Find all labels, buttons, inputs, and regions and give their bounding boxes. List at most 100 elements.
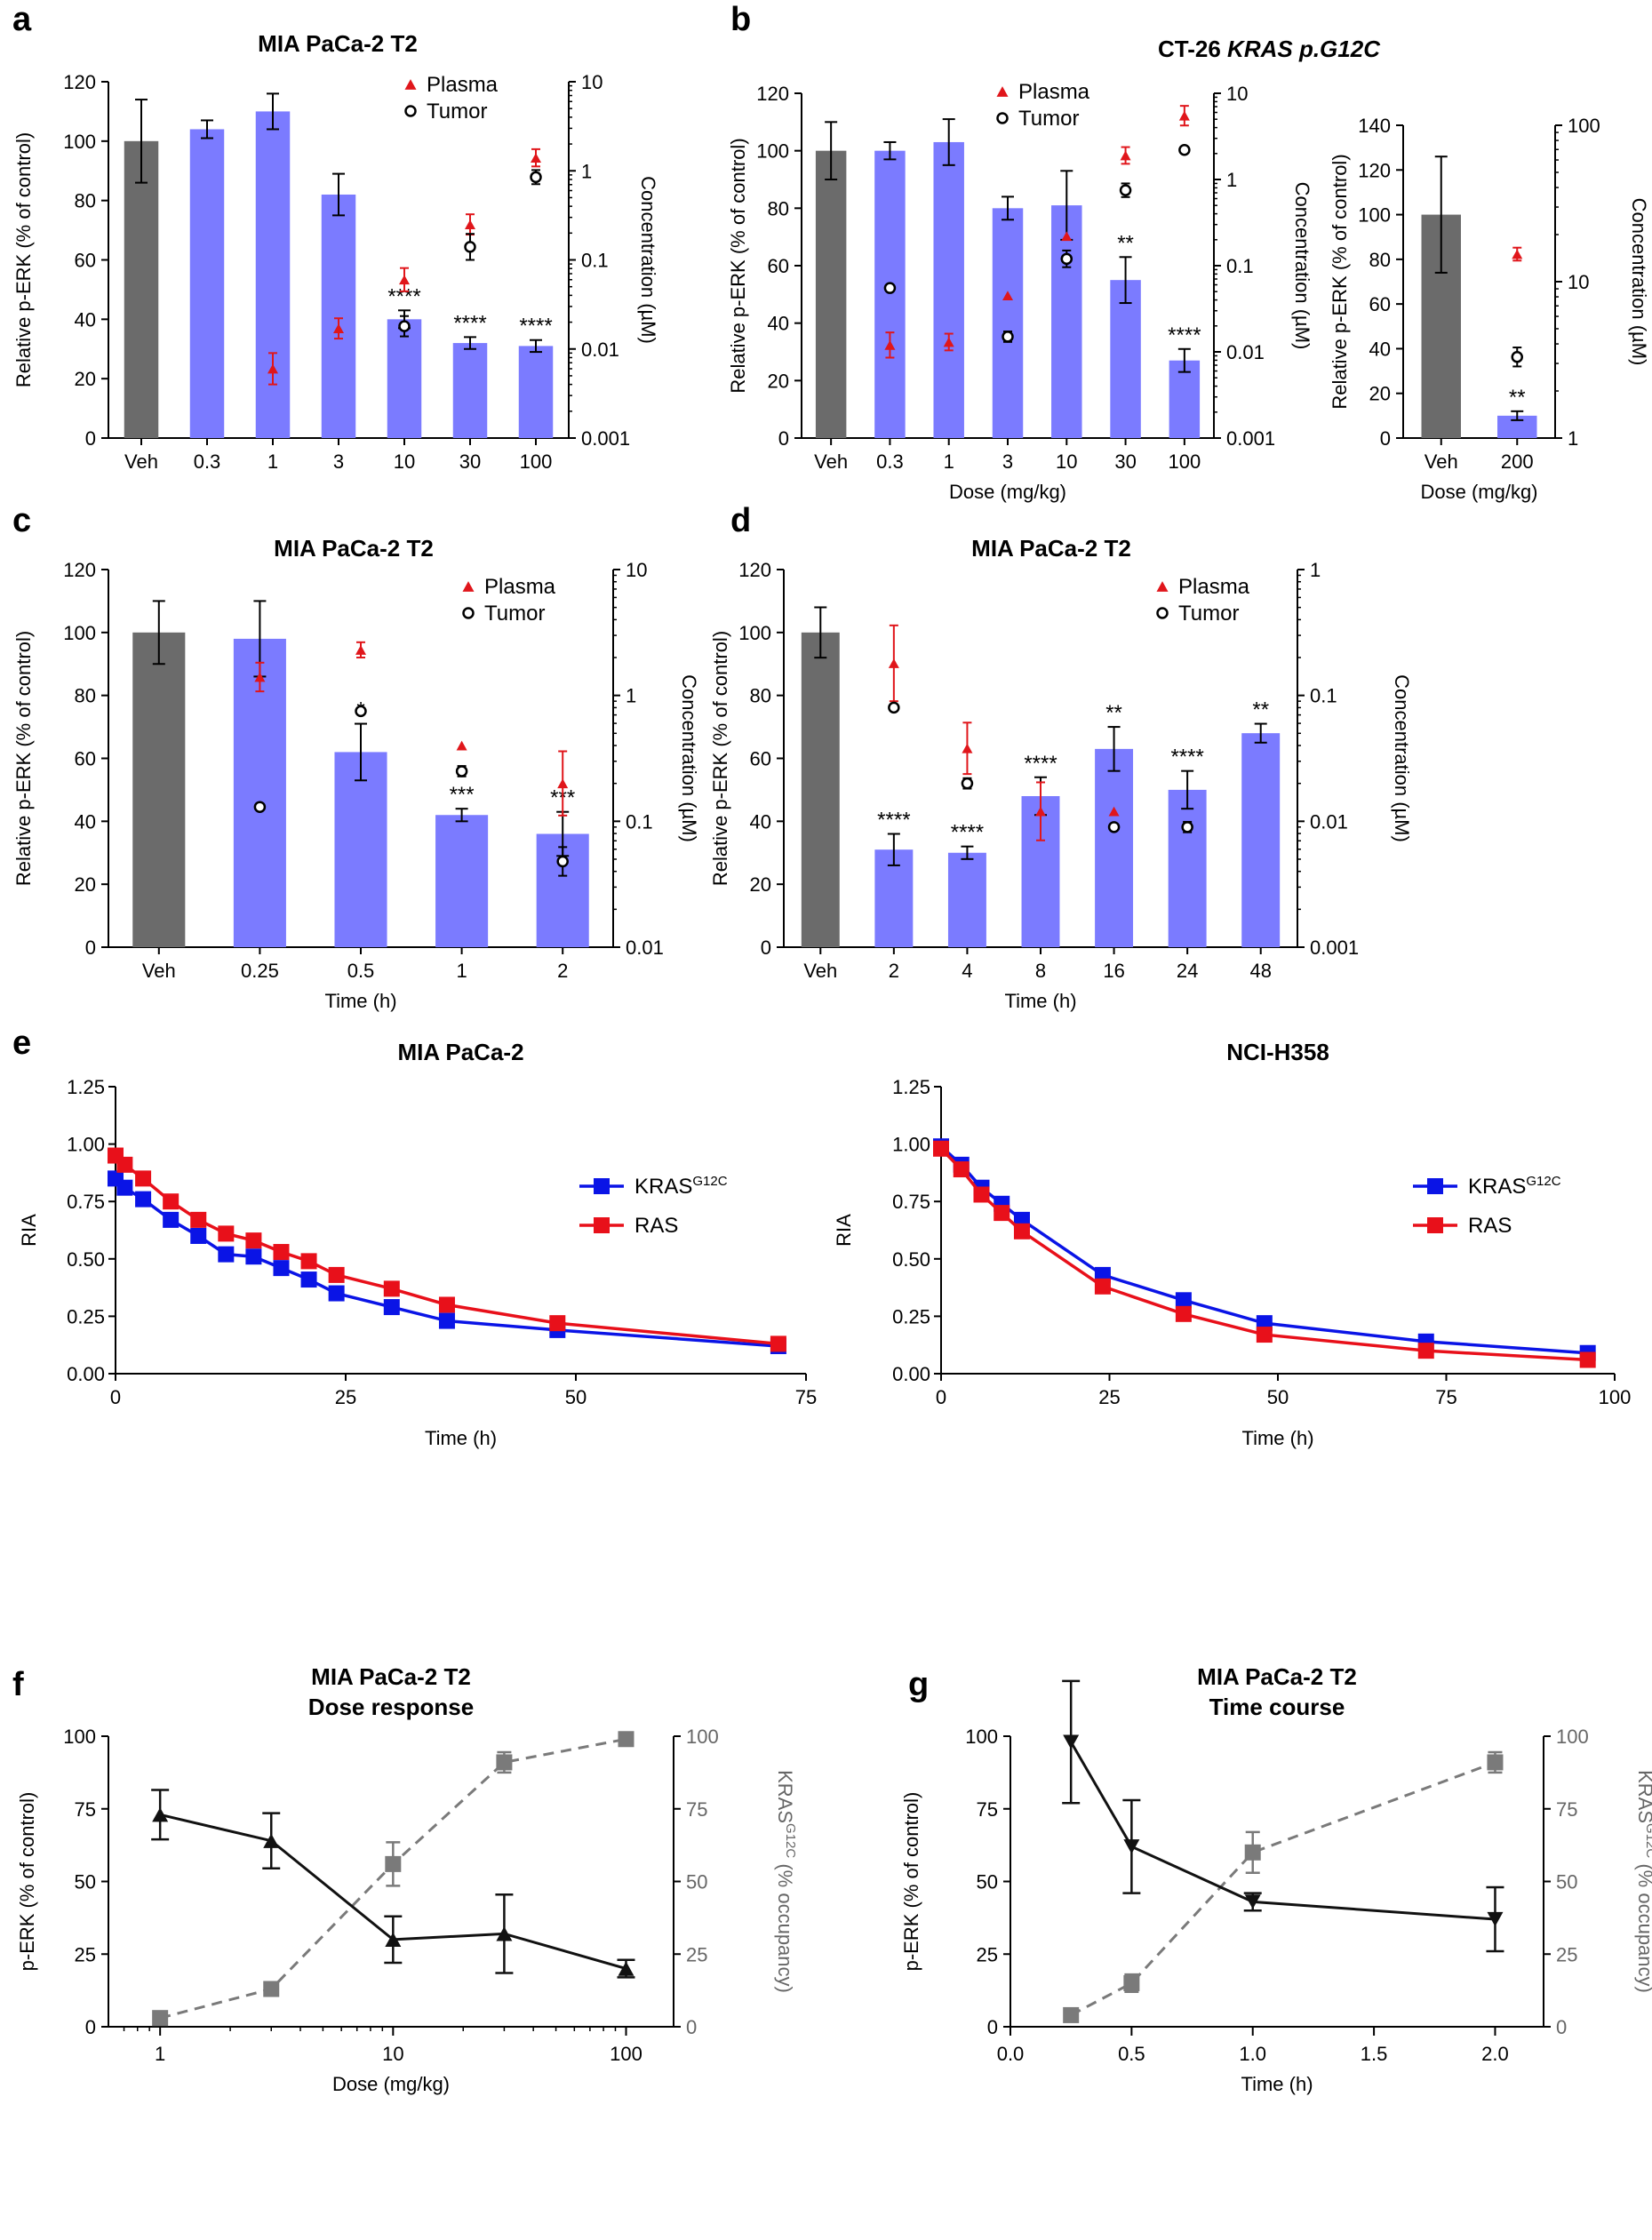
panel-d-significance: **** bbox=[1024, 752, 1057, 776]
panel-letter-e: e bbox=[12, 1024, 31, 1062]
panel-d-tumor-marker bbox=[961, 777, 974, 790]
panel-b1-ytick-label: 20 bbox=[768, 370, 789, 392]
panel-letter-b: b bbox=[730, 1, 751, 38]
panel-b2-y2tick-label: 100 bbox=[1568, 115, 1600, 137]
panel-g-y2tick-label: 50 bbox=[1556, 1871, 1577, 1893]
panel-f-y2tick-label: 0 bbox=[686, 2016, 697, 2038]
panel-g-perk-marker bbox=[1123, 1839, 1140, 1854]
panel-a-ytick-label: 0 bbox=[85, 427, 96, 450]
panel-e2-series-marker-1 bbox=[1175, 1305, 1192, 1322]
panel-b1-plasma-marker bbox=[1178, 110, 1190, 121]
panel-d-xlabel: Time (h) bbox=[1004, 990, 1076, 1012]
panel-a-tumor-marker bbox=[530, 171, 542, 184]
panel-g-xtick-label: 0.5 bbox=[1118, 2043, 1145, 2065]
panel-d-bar bbox=[1095, 748, 1134, 947]
panel-a-bar bbox=[518, 346, 554, 438]
panel-g-perk-marker bbox=[1244, 1894, 1261, 1909]
panel-a-plasma-marker bbox=[267, 363, 278, 374]
panel-e2-series-marker-1 bbox=[953, 1161, 970, 1178]
panel-g-xtick-label: 1.0 bbox=[1239, 2043, 1266, 2065]
panel-b1-xtick-label: 3 bbox=[1002, 450, 1013, 473]
panel-d-ytick-label: 0 bbox=[761, 937, 771, 959]
panel-e1-xtick-label: 25 bbox=[335, 1386, 356, 1408]
panel-d-ytick-label: 120 bbox=[738, 559, 771, 581]
panel-a-legend-tumor: Tumor bbox=[427, 100, 487, 124]
panel-b1-ytick-label: 100 bbox=[756, 140, 789, 163]
panel-e2-xtick-label: 100 bbox=[1599, 1386, 1632, 1408]
panel-f-xtick-label: 100 bbox=[610, 2043, 642, 2065]
panel-d-bar bbox=[1168, 789, 1207, 947]
panel-f-xlabel: Dose (mg/kg) bbox=[332, 2073, 450, 2095]
panel-b2-ytick-label: 120 bbox=[1358, 159, 1391, 181]
panel-b1-bar bbox=[874, 150, 906, 438]
panel-e1-legend-kras-marker bbox=[594, 1178, 610, 1194]
panel-letter-d: d bbox=[730, 502, 751, 539]
panel-c-bar bbox=[132, 632, 186, 947]
panel-f-perk-marker bbox=[152, 1807, 169, 1822]
panel-d-plasma-marker bbox=[888, 658, 899, 668]
panel-c-xtick-label: Veh bbox=[142, 960, 176, 982]
panel-f-y2label: KRASG12C (% occupancy) bbox=[774, 1770, 798, 1993]
panel-f-y2tick-label: 75 bbox=[686, 1798, 707, 1821]
panel-c-ytick-label: 120 bbox=[63, 559, 96, 581]
panel-f-perk-marker bbox=[385, 1932, 402, 1947]
panel-e1-series-marker-1 bbox=[218, 1225, 235, 1242]
panel-e2-xtick-label: 75 bbox=[1435, 1386, 1456, 1408]
panel-g-subtitle: Time course bbox=[1209, 1694, 1345, 1720]
panel-a-xtick-label: 0.3 bbox=[194, 450, 221, 473]
panel-e2-ytick-label: 0.50 bbox=[892, 1248, 930, 1271]
panel-c-tumor-marker bbox=[253, 801, 267, 813]
panel-e1-series-marker-1 bbox=[770, 1335, 786, 1352]
panel-c-plasma-marker bbox=[254, 672, 266, 682]
panel-g-occupancy-line bbox=[1070, 1761, 1496, 2017]
panel-d-bar bbox=[1241, 733, 1281, 947]
panel-f-occupancy-marker bbox=[618, 1731, 634, 1748]
panel-a-y2tick-label: 0.1 bbox=[581, 250, 609, 272]
panel-e1-ytick-label: 1.25 bbox=[67, 1076, 105, 1098]
panel-e2-series-marker-1 bbox=[1579, 1351, 1596, 1368]
panel-b2-y2label: Concentration (µM) bbox=[1628, 198, 1650, 366]
panel-d-ytick-label: 100 bbox=[738, 622, 771, 644]
panel-b1-xlabel: Dose (mg/kg) bbox=[949, 481, 1066, 503]
panel-b2-plasma-marker bbox=[1512, 249, 1523, 259]
panel-f-y2tick-label: 100 bbox=[686, 1726, 719, 1748]
panel-d-bar bbox=[801, 632, 840, 947]
panel-f-perk-marker bbox=[496, 1926, 513, 1941]
panel-b1-plasma-marker bbox=[1002, 291, 1013, 301]
panel-e1-series-marker-1 bbox=[116, 1156, 133, 1173]
panel-a-xtick-label: Veh bbox=[124, 450, 158, 473]
panel-a-xtick-label: 30 bbox=[459, 450, 481, 473]
panel-d-significance: **** bbox=[1170, 745, 1203, 769]
panel-c-y2tick-label: 10 bbox=[626, 559, 647, 581]
panel-g-xtick-label: 2.0 bbox=[1481, 2043, 1509, 2065]
panel-a-ytick-label: 100 bbox=[63, 131, 96, 153]
panel-letter-c: c bbox=[12, 502, 31, 539]
panel-e2-ytick-label: 1.25 bbox=[892, 1076, 930, 1098]
panel-b1-significance: **** bbox=[1168, 323, 1201, 347]
panel-b1-y2tick-label: 10 bbox=[1226, 83, 1248, 105]
panel-b1-xtick-label: Veh bbox=[814, 450, 848, 473]
panel-c-xtick-label: 0.5 bbox=[347, 960, 375, 982]
panel-letter-a: a bbox=[12, 1, 32, 38]
panel-f-occupancy-marker bbox=[152, 2010, 169, 2027]
panel-f-subtitle: Dose response bbox=[308, 1694, 474, 1720]
panel-a-bar bbox=[387, 319, 422, 438]
panel-a-legend-plasma: Plasma bbox=[427, 73, 499, 97]
panel-b1-bar bbox=[1051, 205, 1082, 438]
panel-b1-ytick-label: 40 bbox=[768, 313, 789, 335]
panel-a-y2tick-label: 0.001 bbox=[581, 427, 630, 450]
panel-g-xtick-label: 0.0 bbox=[997, 2043, 1025, 2065]
panel-b2-ytick-label: 60 bbox=[1369, 293, 1391, 315]
panel-e2-series-marker-1 bbox=[1417, 1343, 1434, 1359]
panel-d-xtick-label: 48 bbox=[1249, 960, 1271, 982]
panel-f-ytick-label: 100 bbox=[63, 1726, 96, 1748]
panel-f-ytick-label: 25 bbox=[75, 1943, 96, 1965]
panel-a-ytick-label: 80 bbox=[75, 190, 96, 212]
panel-f-xtick-label: 1 bbox=[155, 2043, 165, 2065]
panel-e1-xtick-label: 75 bbox=[795, 1386, 817, 1408]
panel-a-plasma-marker bbox=[465, 219, 475, 230]
panel-g-xtick-label: 1.5 bbox=[1361, 2043, 1388, 2065]
panel-e2-ytick-label: 1.00 bbox=[892, 1134, 930, 1156]
panel-d-bar bbox=[947, 852, 986, 947]
